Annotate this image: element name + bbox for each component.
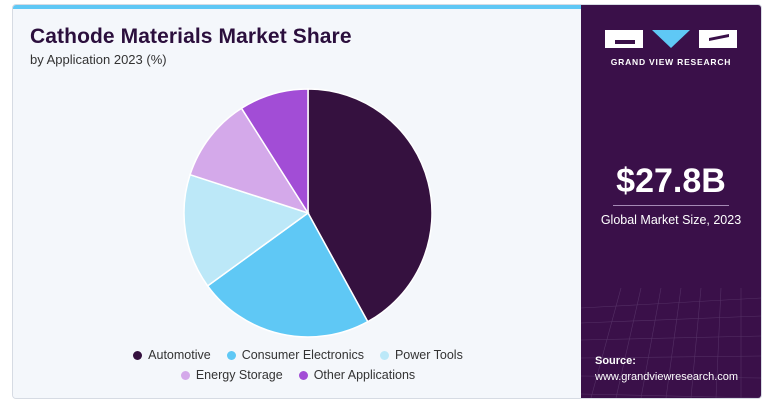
pie-slice-other-applications bbox=[240, 88, 309, 216]
accent-bar bbox=[13, 5, 581, 9]
legend-swatch-energy-storage bbox=[180, 370, 190, 380]
legend-row-2: Energy Storage Other Applications bbox=[73, 365, 523, 385]
legend-label-energy-storage: Energy Storage bbox=[195, 368, 283, 382]
chart-title: Cathode Materials Market Share bbox=[30, 25, 352, 48]
chart-panel: Cathode Materials Market Share by Applic… bbox=[13, 5, 581, 398]
legend-item-power-tools: Power Tools bbox=[379, 348, 463, 362]
legend-label-other-applications: Other Applications bbox=[313, 368, 416, 382]
infographic-card: Cathode Materials Market Share by Applic… bbox=[12, 4, 762, 399]
legend-item-consumer-electronics: Consumer Electronics bbox=[226, 348, 364, 362]
legend-label-consumer-electronics: Consumer Electronics bbox=[241, 348, 364, 362]
legend-label-automotive: Automotive bbox=[148, 348, 211, 362]
legend-swatch-consumer-electronics bbox=[226, 350, 236, 360]
divider bbox=[613, 205, 729, 206]
chart-subtitle: by Application 2023 (%) bbox=[30, 52, 167, 67]
legend-item-energy-storage: Energy Storage bbox=[180, 368, 283, 382]
brand-logo-icon bbox=[605, 30, 737, 48]
legend-row-1: Automotive Consumer Electronics Power To… bbox=[73, 345, 523, 365]
legend-item-automotive: Automotive bbox=[133, 348, 211, 362]
grid-pattern bbox=[581, 288, 761, 398]
source-label: Source: bbox=[595, 355, 636, 367]
pie-slice-consumer-electronics bbox=[206, 211, 369, 338]
legend-item-other-applications: Other Applications bbox=[298, 368, 416, 382]
brand-name: GRAND VIEW RESEARCH bbox=[610, 57, 732, 67]
chart-legend: Automotive Consumer Electronics Power To… bbox=[73, 345, 523, 385]
source-link[interactable]: www.grandviewresearch.com bbox=[595, 371, 739, 383]
legend-label-power-tools: Power Tools bbox=[394, 348, 463, 362]
info-sidebar: GRAND VIEW RESEARCH $27.8B Global Market… bbox=[581, 5, 761, 398]
legend-swatch-power-tools bbox=[379, 350, 389, 360]
pie-slice-power-tools bbox=[183, 173, 310, 287]
pie-slice-energy-storage bbox=[189, 107, 310, 215]
legend-swatch-other-applications bbox=[298, 370, 308, 380]
pie-slice-automotive bbox=[307, 88, 433, 323]
market-size-value: $27.8B bbox=[616, 162, 726, 200]
legend-swatch-automotive bbox=[133, 350, 143, 360]
pie-chart bbox=[183, 88, 433, 338]
market-size-label: Global Market Size, 2023 bbox=[600, 213, 742, 227]
